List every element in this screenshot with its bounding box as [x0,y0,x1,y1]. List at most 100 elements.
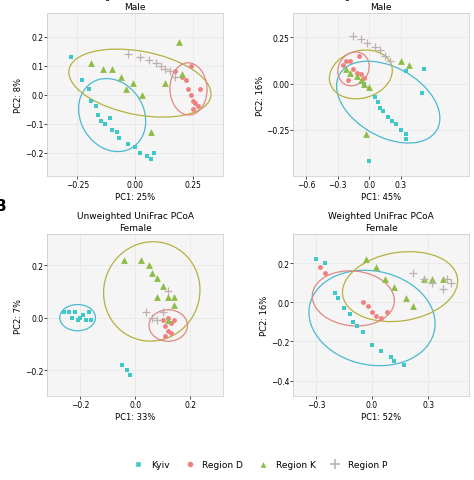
Point [340,305,348,312]
X-axis label: PC1: 33%: PC1: 33% [115,412,155,421]
Point [387,354,394,361]
Point [126,372,134,379]
Point [379,108,387,116]
Point [357,72,365,79]
Point [88,317,95,324]
Point [164,327,172,335]
Point [372,312,380,320]
Legend: Kyiv, Region D, Region K, Region P: Kyiv, Region D, Region K, Region P [129,460,387,469]
Point [182,77,190,85]
Point [106,115,114,122]
Point [439,276,447,283]
Point [346,70,354,77]
Point [167,319,175,327]
Point [122,86,130,94]
Point [97,118,104,125]
Point [428,276,436,283]
Point [400,361,408,369]
Point [350,66,357,73]
Point [143,153,151,160]
Point [428,279,436,287]
Point [420,276,428,283]
Point [402,295,410,302]
Point [85,309,92,317]
X-axis label: PC1: 52%: PC1: 52% [361,412,401,421]
Point [439,285,447,293]
Point [123,367,131,374]
Title: Weighted UniFrac PCoA
Female: Weighted UniFrac PCoA Female [328,212,434,232]
Point [447,279,455,287]
Point [312,256,320,264]
Point [350,33,357,40]
Point [118,361,125,369]
Point [353,322,361,330]
Point [378,314,385,322]
Point [162,66,169,73]
Point [164,293,172,301]
Point [389,118,396,125]
Point [159,317,166,324]
Point [360,75,368,83]
Point [402,136,410,144]
Point [136,150,144,157]
Point [360,81,368,88]
Title: Weighted UniFrac PCoA
Male: Weighted UniFrac PCoA Male [328,0,434,12]
Point [342,66,350,73]
Point [365,86,373,94]
Point [376,48,383,55]
Point [146,57,153,65]
Point [162,80,169,88]
Point [164,317,172,324]
Point [376,105,383,112]
Point [365,84,373,92]
Point [191,100,199,108]
Point [418,90,426,97]
Point [386,59,394,66]
Point [196,86,204,94]
Point [397,127,405,134]
Point [405,62,413,70]
Point [148,156,155,163]
Point [170,317,178,324]
Point [143,309,150,317]
Point [148,270,155,277]
Point [391,283,398,291]
Point [71,309,79,317]
Point [166,69,174,76]
Point [359,299,366,307]
Point [371,94,378,101]
Point [162,333,169,340]
Point [167,330,175,337]
Point [185,86,192,94]
Point [65,309,73,317]
Point [391,358,398,365]
Point [189,97,197,105]
Point [355,53,363,60]
Point [101,120,109,128]
Point [372,264,380,271]
Point [178,72,185,79]
Point [353,73,360,81]
Point [371,44,378,51]
Point [138,92,146,99]
Point [99,66,107,73]
Point [321,269,329,277]
Point [357,36,365,44]
Point [357,77,365,84]
X-axis label: PC1: 25%: PC1: 25% [115,192,155,202]
Point [79,312,87,319]
Point [359,328,366,336]
Point [194,103,201,111]
Point [187,92,195,99]
Point [171,74,178,82]
Point [175,39,183,47]
Point [171,69,178,76]
Point [170,293,178,301]
Point [164,288,172,296]
Point [360,81,368,88]
Point [157,63,164,71]
Title: Unweighted UniFrac PCoA
Female: Unweighted UniFrac PCoA Female [77,212,194,232]
Point [362,131,370,138]
Point [85,86,93,94]
Point [109,66,116,73]
